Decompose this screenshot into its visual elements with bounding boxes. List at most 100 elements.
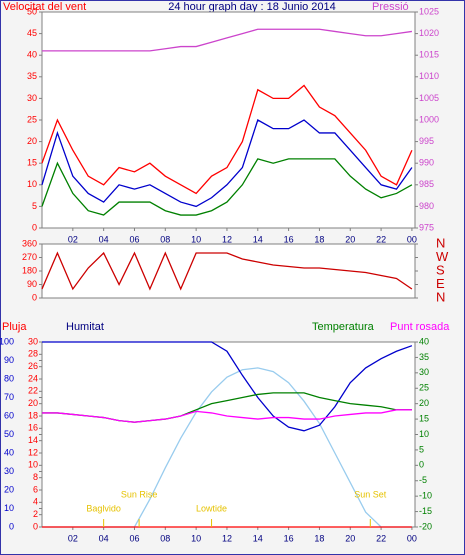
y-tick-label: 20 xyxy=(27,136,37,146)
series-line xyxy=(41,84,413,195)
x-tick-label: 10 xyxy=(191,234,201,244)
y2-tick-label: 975 xyxy=(419,222,434,232)
x-tick-label: 04 xyxy=(99,533,109,543)
x-tick-label: 12 xyxy=(222,234,232,244)
x-tick-label: 04 xyxy=(99,234,109,244)
y2-tick-label: 1020 xyxy=(419,28,439,38)
x-tick-label: 18 xyxy=(314,234,324,244)
y-tick-label: 180 xyxy=(22,265,37,275)
y3-tick-label: 70 xyxy=(4,392,14,402)
y-tick-label: 270 xyxy=(22,252,37,262)
y2-tick-label: S xyxy=(436,262,445,277)
y2-tick-label: 995 xyxy=(419,136,434,146)
y3-tick-label: 10 xyxy=(4,503,14,513)
y2-tick-label: -10 xyxy=(419,491,432,501)
x-tick-label: 08 xyxy=(160,533,170,543)
y-tick-label: 5 xyxy=(32,201,37,211)
y2-tick-label: 25 xyxy=(419,383,429,393)
y3-tick-label: 80 xyxy=(4,373,14,383)
series-line xyxy=(42,409,412,423)
y2-tick-label: -15 xyxy=(419,506,432,516)
x-tick-label: 12 xyxy=(222,533,232,543)
x-tick-label: 20 xyxy=(345,234,355,244)
y3-tick-label: 50 xyxy=(4,429,14,439)
y3-tick-label: 30 xyxy=(4,466,14,476)
plot-area xyxy=(41,11,416,229)
y-tick-label: 30 xyxy=(28,336,38,346)
chart-title: 24 hour graph day : 18 Junio 2014 xyxy=(168,1,336,13)
x-tick-label: 20 xyxy=(345,533,355,543)
y3-tick-label: 20 xyxy=(4,484,14,494)
y2-tick-label: 10 xyxy=(419,429,429,439)
y-tick-label: 0 xyxy=(33,521,38,531)
y3-tick-label: 40 xyxy=(4,447,14,457)
y-tick-label: 25 xyxy=(27,114,37,124)
y-tick-label: 24 xyxy=(28,373,38,383)
pressure-label: Pressió xyxy=(372,1,409,13)
y3-tick-label: 60 xyxy=(4,410,14,420)
y2-tick-label: 990 xyxy=(419,158,434,168)
y3-tick-label: 0 xyxy=(9,521,14,531)
y3-tick-label: 100 xyxy=(0,336,14,346)
humidity-label: Humitat xyxy=(66,321,104,333)
y2-tick-label: 1000 xyxy=(419,114,439,124)
y2-tick-label: N xyxy=(436,235,445,250)
annotation: Baglvido xyxy=(86,503,121,513)
y2-tick-label: 1015 xyxy=(419,50,439,60)
x-tick-label: 14 xyxy=(253,234,263,244)
y2-tick-label: 20 xyxy=(419,398,429,408)
y-tick-label: 0 xyxy=(32,222,37,232)
x-tick-label: 16 xyxy=(284,533,294,543)
x-tick-label: 08 xyxy=(160,234,170,244)
x-tick-label: 16 xyxy=(284,234,294,244)
y3-tick-label: 90 xyxy=(4,355,14,365)
temperature-label: Temperatura xyxy=(312,321,375,333)
x-tick-label: 10 xyxy=(191,533,201,543)
y-tick-label: 8 xyxy=(33,472,38,482)
y-tick-label: 14 xyxy=(28,435,38,445)
x-tick-label: 02 xyxy=(68,234,78,244)
y-tick-label: 35 xyxy=(27,71,37,81)
y-tick-label: 360 xyxy=(22,238,37,248)
y-tick-label: 20 xyxy=(28,398,38,408)
series-line xyxy=(41,158,413,216)
y-tick-label: 4 xyxy=(33,497,38,507)
y-tick-label: 28 xyxy=(28,349,38,359)
x-tick-label: 02 xyxy=(68,533,78,543)
series-line xyxy=(41,119,413,208)
y2-tick-label: 30 xyxy=(419,367,429,377)
y-tick-label: 15 xyxy=(27,158,37,168)
y-tick-label: 22 xyxy=(28,386,38,396)
y-tick-label: 50 xyxy=(27,6,37,16)
y-tick-label: 6 xyxy=(33,484,38,494)
x-tick-label: 06 xyxy=(129,533,139,543)
y-tick-label: 30 xyxy=(27,93,37,103)
y-tick-label: 16 xyxy=(28,423,38,433)
x-tick-label: 06 xyxy=(129,234,139,244)
x-tick-label: 00 xyxy=(407,533,417,543)
series-line xyxy=(42,341,413,432)
series-line xyxy=(41,251,413,291)
x-tick-label: 22 xyxy=(376,533,386,543)
y2-tick-label: 1010 xyxy=(419,71,439,81)
annotation: Lowtide xyxy=(196,503,227,513)
y2-tick-label: N xyxy=(436,289,445,304)
y2-tick-label: W xyxy=(436,249,449,264)
y-tick-label: 2 xyxy=(33,509,38,519)
wind-label: Velocitat del vent xyxy=(3,1,86,13)
y-tick-label: 10 xyxy=(27,179,37,189)
y2-tick-label: -20 xyxy=(419,521,432,531)
y2-tick-label: 1025 xyxy=(419,6,439,16)
annotation: Sun Set xyxy=(354,489,387,499)
y-tick-label: 45 xyxy=(27,28,37,38)
rain-label: Pluja xyxy=(2,321,27,333)
y2-tick-label: 1005 xyxy=(419,93,439,103)
x-tick-label: 14 xyxy=(253,533,263,543)
y-tick-label: 90 xyxy=(27,279,37,289)
y2-tick-label: -5 xyxy=(419,475,427,485)
y2-tick-label: 985 xyxy=(419,179,434,189)
x-tick-label: 18 xyxy=(314,533,324,543)
y2-tick-label: 5 xyxy=(419,444,424,454)
y2-tick-label: E xyxy=(436,276,445,291)
